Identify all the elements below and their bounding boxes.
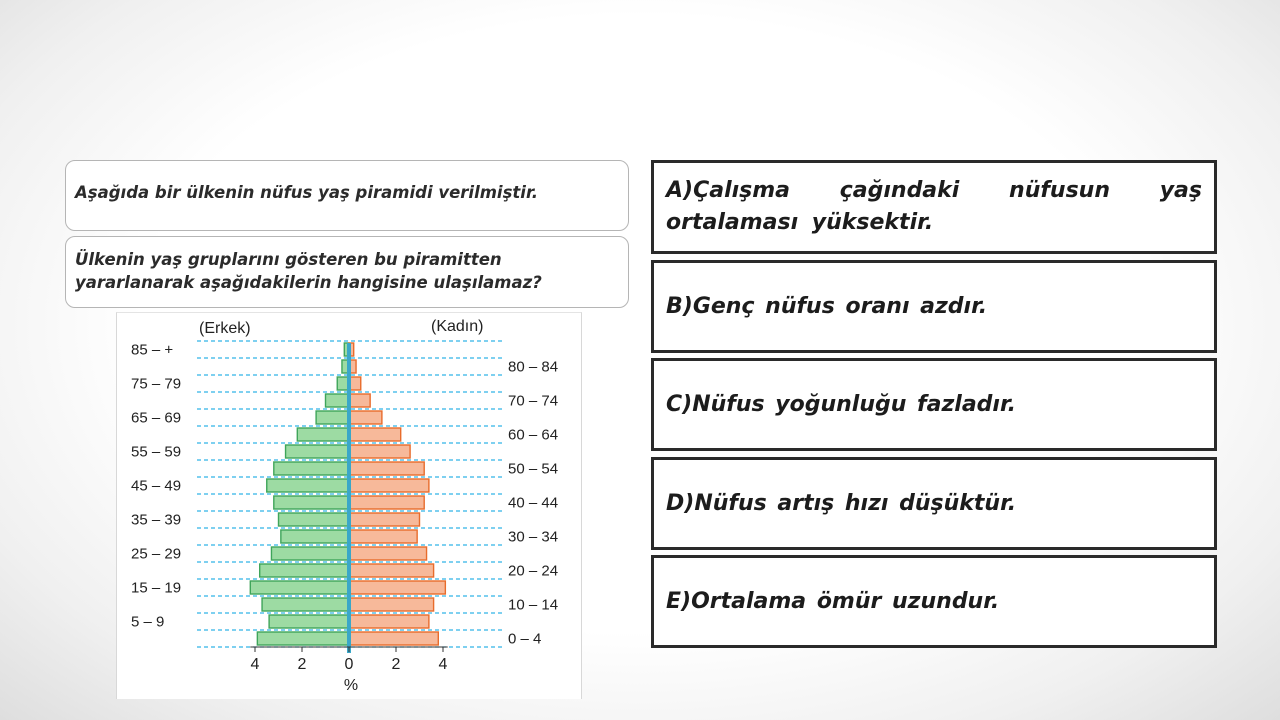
female-bar <box>348 444 411 459</box>
population-pyramid-svg: 4 2 0 2 4% 5 – 9 15 – 19 25 – 29 35 – 39 45 – 49 5… <box>131 318 558 694</box>
female-bar <box>348 580 447 595</box>
male-bar <box>284 444 350 459</box>
male-bar <box>280 529 350 544</box>
female-bar <box>348 614 430 629</box>
option-a-label: A)Çalışma çağındaki nüfusun yaş ortalama… <box>666 178 1202 235</box>
option-c-button[interactable]: C)Nüfus yoğunluğu fazladır. <box>651 358 1217 451</box>
right-age-label: 10 – 14 <box>508 597 558 614</box>
x-tick-label: 2 <box>392 656 401 673</box>
question-prompt-box: Ülkenin yaş gruplarını gösteren bu piram… <box>65 236 629 308</box>
female-bar <box>348 410 383 425</box>
option-e-button[interactable]: E)Ortalama ömür uzundur. <box>651 555 1217 648</box>
left-age-label: 15 – 19 <box>131 580 181 597</box>
left-age-label: 65 – 69 <box>131 410 181 427</box>
center-axis <box>347 343 351 653</box>
male-bar <box>324 393 350 408</box>
male-bar <box>273 495 350 510</box>
question-intro: Aşağıda bir ülkenin nüfus yaş piramidi v… <box>75 183 538 202</box>
right-age-label: 20 – 24 <box>508 563 558 580</box>
female-bar <box>348 529 418 544</box>
female-bar <box>348 461 425 476</box>
option-e-label: E)Ortalama ömür uzundur. <box>666 589 1000 614</box>
left-age-label: 25 – 29 <box>131 546 181 563</box>
question-prompt-line2: yararlanarak aşağıdakilerin hangisine ul… <box>75 273 542 292</box>
male-bar <box>270 546 350 561</box>
male-bar <box>266 478 350 493</box>
female-bar <box>348 546 428 561</box>
option-a-button[interactable]: A)Çalışma çağındaki nüfusun yaş ortalama… <box>651 160 1217 254</box>
option-d-label: D)Nüfus artış hızı düşüktür. <box>666 491 1017 516</box>
option-d-button[interactable]: D)Nüfus artış hızı düşüktür. <box>651 457 1217 550</box>
female-bar <box>348 597 435 612</box>
male-bar <box>315 410 350 425</box>
option-c-label: C)Nüfus yoğunluğu fazladır. <box>666 392 1017 417</box>
male-bar <box>258 563 350 578</box>
option-b-button[interactable]: B)Genç nüfus oranı azdır. <box>651 260 1217 353</box>
left-age-label: 5 – 9 <box>131 614 164 631</box>
left-age-label: 55 – 59 <box>131 444 181 461</box>
male-bar <box>296 427 350 442</box>
right-age-label: 30 – 34 <box>508 529 558 546</box>
male-bar <box>268 614 350 629</box>
male-bar <box>256 631 350 646</box>
male-bar <box>277 512 350 527</box>
right-age-label: 70 – 74 <box>508 393 558 410</box>
male-bar <box>249 580 350 595</box>
left-age-label: 75 – 79 <box>131 376 181 393</box>
female-bar <box>348 478 430 493</box>
female-bar <box>348 427 402 442</box>
male-bar <box>261 597 350 612</box>
female-header: (Kadın) <box>431 318 483 335</box>
right-age-label: 60 – 64 <box>508 427 558 444</box>
option-b-label: B)Genç nüfus oranı azdır. <box>666 294 988 319</box>
question-prompt-line1: Ülkenin yaş gruplarını gösteren bu piram… <box>75 250 502 269</box>
x-tick-label: 0 <box>345 656 354 673</box>
female-bar <box>348 393 371 408</box>
question-intro-box: Aşağıda bir ülkenin nüfus yaş piramidi v… <box>65 160 629 231</box>
right-age-label: 50 – 54 <box>508 461 558 478</box>
x-tick-label: 4 <box>251 656 260 673</box>
left-age-label: 35 – 39 <box>131 512 181 529</box>
population-pyramid-chart: 4 2 0 2 4% 5 – 9 15 – 19 25 – 29 35 – 39 45 – 49 5… <box>116 312 582 699</box>
right-age-label: 80 – 84 <box>508 359 558 376</box>
left-age-label: 45 – 49 <box>131 478 181 495</box>
male-header: (Erkek) <box>199 320 251 337</box>
female-bar <box>348 631 440 646</box>
male-bar <box>273 461 350 476</box>
x-tick-label: 2 <box>298 656 307 673</box>
female-bar <box>348 563 435 578</box>
x-tick-label: 4 <box>439 656 448 673</box>
right-age-label: 0 – 4 <box>508 631 541 648</box>
right-age-label: 40 – 44 <box>508 495 558 512</box>
left-age-label: 85 – + <box>131 342 173 359</box>
female-bar <box>348 495 425 510</box>
x-axis-title: % <box>344 677 358 694</box>
female-bar <box>348 512 421 527</box>
